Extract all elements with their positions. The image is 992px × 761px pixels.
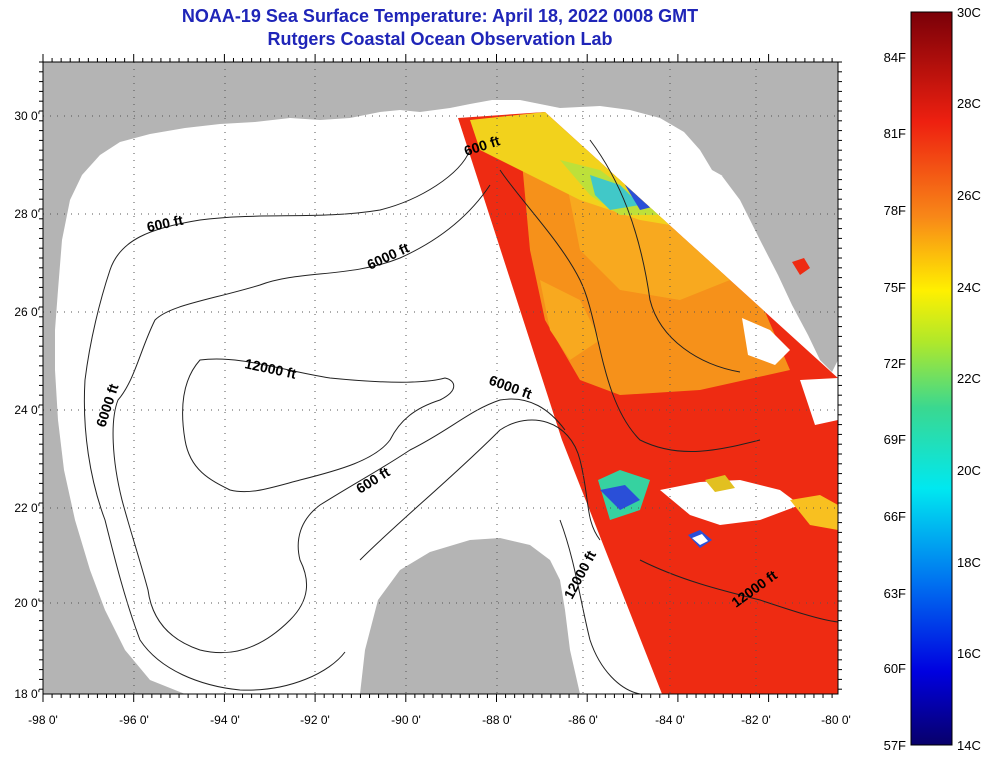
colorbar-c-label: 20C [957, 463, 981, 478]
florida-peninsula-land [722, 62, 838, 372]
axis-ticks [39, 54, 842, 702]
colorbar-c-label: 26C [957, 188, 981, 203]
contour-12000ft-cuba [639, 559, 838, 623]
lat-label: 26 0' [14, 305, 40, 319]
colorbar-f-label: 60F [884, 661, 906, 676]
colorbar-f-label: 75F [884, 280, 906, 295]
lat-label: 18 0' [14, 687, 40, 701]
colorbar-c-label: 30C [957, 5, 981, 20]
colorbar-f-label: 63F [884, 586, 906, 601]
sst-coastal-patch [792, 258, 810, 275]
map-subtitle: Rutgers Coastal Ocean Observation Lab [267, 29, 613, 49]
map-frame [42, 61, 839, 695]
colorbar-c-label: 28C [957, 96, 981, 111]
lon-label: -98 0' [28, 713, 58, 727]
colorbar-f-label: 69F [884, 432, 906, 447]
lat-label: 28 0' [14, 207, 40, 221]
contour-600ft-north [83, 149, 471, 691]
contour-600ft-florida [589, 139, 741, 373]
contour-12000ft [182, 358, 455, 493]
lat-lon-grid [43, 62, 838, 694]
lat-label: 30 0' [14, 109, 40, 123]
lon-label: -86 0' [568, 713, 598, 727]
lon-label: -92 0' [300, 713, 330, 727]
lon-label: -80 0' [821, 713, 851, 727]
lat-label: 22 0' [14, 501, 40, 515]
yucatan-peninsula-land [360, 538, 580, 694]
colorbar-f-label: 81F [884, 126, 906, 141]
lon-label: -84 0' [655, 713, 685, 727]
contour-6000ft-florida [499, 169, 761, 453]
lon-label: -88 0' [482, 713, 512, 727]
lon-label: -90 0' [391, 713, 421, 727]
colorbar-f-label: 66F [884, 509, 906, 524]
colorbar-f-label: 84F [884, 50, 906, 65]
colorbar-c-label: 24C [957, 280, 981, 295]
colorbar-f-label: 72F [884, 356, 906, 371]
lon-label: -94 0' [210, 713, 240, 727]
mexico-southwest-land [43, 560, 180, 694]
colorbar-f-label: 78F [884, 203, 906, 218]
colorbar-c-label: 16C [957, 646, 981, 661]
lat-label: 24 0' [14, 403, 40, 417]
lon-label: -82 0' [741, 713, 771, 727]
colorbar-f-label: 57F [884, 738, 906, 753]
colorbar-c-label: 22C [957, 371, 981, 386]
contour-600ft-yucatan [359, 419, 601, 561]
bathymetry-contours [83, 139, 838, 694]
contour-12000ft-se [559, 519, 641, 694]
contour-label: 600 ft [145, 212, 184, 235]
lat-label: 20 0' [14, 596, 40, 610]
colorbar-c-label: 18C [957, 555, 981, 570]
lon-label: -96 0' [119, 713, 149, 727]
colorbar-c-label: 14C [957, 738, 981, 753]
map-title: NOAA-19 Sea Surface Temperature: April 1… [181, 6, 699, 26]
temperature-colorbar [910, 11, 953, 746]
contour-6000ft [112, 184, 566, 654]
